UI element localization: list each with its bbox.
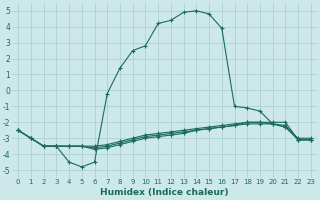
X-axis label: Humidex (Indice chaleur): Humidex (Indice chaleur) xyxy=(100,188,229,197)
